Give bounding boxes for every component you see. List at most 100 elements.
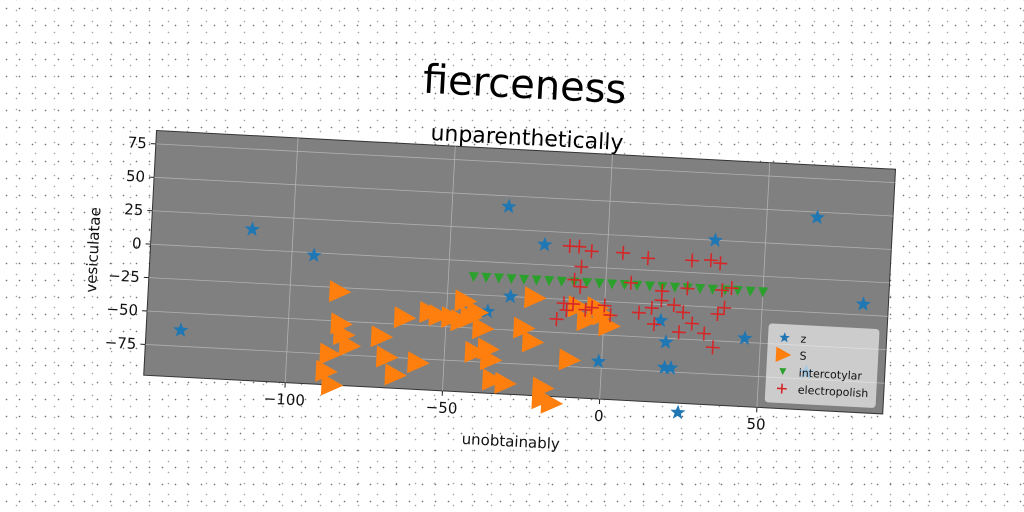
data-point-plus: [616, 245, 631, 260]
data-point-plus: [584, 244, 599, 259]
data-point-triangle-down: [758, 287, 769, 298]
x-tick-label: 0: [594, 407, 604, 425]
data-point-plus: [644, 300, 659, 316]
x-tick-label: 50: [746, 415, 766, 434]
data-point-triangle-right: [481, 368, 505, 391]
data-point-triangle-down: [644, 281, 655, 292]
grid-line-x: [599, 154, 613, 400]
data-point-triangle-right: [332, 323, 356, 346]
data-point-triangle-right: [464, 340, 487, 363]
data-point-triangle-right: [466, 300, 490, 323]
data-point-triangle-right: [521, 330, 545, 353]
data-point-triangle-down: [670, 282, 681, 293]
data-point-triangle-right: [319, 342, 342, 365]
data-point-star: [670, 404, 686, 420]
y-tick-label: −25: [108, 266, 141, 286]
data-point-triangle-right: [598, 314, 621, 337]
grid-line-x: [756, 162, 771, 408]
x-tick-label: −50: [425, 398, 458, 418]
data-point-triangle-right: [494, 371, 517, 394]
data-point-plus: [696, 326, 712, 341]
data-point-plus: [573, 279, 588, 294]
data-point-triangle-down: [544, 275, 555, 287]
data-point-triangle-right: [384, 363, 407, 386]
data-point-plus: [666, 298, 682, 313]
data-point-plus: [559, 303, 574, 318]
data-point-plus: [578, 302, 593, 317]
data-point-plus: [676, 305, 691, 320]
data-point-triangle-down: [695, 283, 706, 295]
plot-area: [143, 130, 897, 415]
data-point-triangle-down: [594, 278, 605, 289]
data-point-plus: [549, 312, 564, 327]
data-point-triangle-right: [375, 345, 399, 368]
data-point-triangle-down: [494, 273, 505, 284]
data-point-plus: [584, 300, 599, 315]
data-point-triangle-right: [558, 348, 582, 371]
data-point-plus: [572, 239, 587, 254]
data-point-plus: [566, 296, 581, 311]
y-tick-label: 50: [126, 167, 146, 186]
data-point-plus: [623, 275, 639, 290]
y-tick-label: 0: [132, 234, 142, 252]
legend-marker: [779, 332, 790, 343]
data-point-plus: [713, 256, 728, 271]
data-point-star: [590, 353, 607, 369]
grid-line-y: [145, 344, 885, 384]
data-point-triangle-right: [454, 289, 478, 312]
data-point-plus: [705, 340, 720, 355]
data-point-triangle-down: [481, 272, 492, 283]
y-tick-label: −50: [106, 300, 139, 320]
data-point-star: [707, 232, 723, 247]
data-point-star: [502, 288, 519, 304]
data-point-triangle-right: [428, 304, 452, 327]
data-point-plus: [717, 300, 732, 315]
y-tick-label: 75: [127, 133, 147, 152]
data-point-triangle-right: [479, 348, 503, 371]
data-point-plus: [715, 283, 730, 298]
grid-line-y: [152, 210, 892, 250]
data-point-triangle-right: [513, 316, 536, 339]
grid-line-y: [148, 277, 888, 317]
grid-line-y: [150, 243, 890, 284]
data-point-triangle-right: [393, 306, 417, 329]
data-point-triangle-right: [540, 391, 564, 414]
legend-marker: [779, 367, 787, 376]
data-point-plus: [671, 325, 686, 340]
data-point-plus: [654, 293, 669, 308]
legend-label: S: [799, 350, 807, 363]
data-point-plus: [597, 298, 612, 313]
data-point-triangle-right: [576, 309, 600, 332]
legend-label: intercotylar: [798, 366, 862, 382]
grid-lines: [145, 137, 895, 408]
chart-title: fierceness: [422, 57, 628, 114]
data-point-plus: [710, 307, 725, 322]
grid-line-y: [155, 143, 895, 184]
data-point-plus: [647, 317, 662, 332]
data-point-triangle-right: [338, 334, 362, 357]
data-point-triangle-down: [519, 274, 530, 285]
data-point-triangle-right: [328, 280, 352, 303]
data-point-plus: [684, 316, 699, 331]
data-point-triangle-right: [370, 325, 394, 348]
axis-ticks: −100 −50 0 50 75 50 25 0 −25 −50 −75: [104, 133, 766, 434]
legend-marker: [775, 346, 792, 362]
data-point-plus: [567, 272, 582, 287]
data-point-triangle-right: [320, 373, 344, 396]
data-point-triangle-right: [524, 286, 547, 309]
grid-line-x: [442, 146, 456, 391]
data-point-plus: [641, 251, 656, 266]
data-point-star: [656, 359, 673, 375]
legend-box: [764, 323, 880, 408]
data-point-plus: [631, 305, 646, 320]
data-point-triangle-down: [607, 279, 618, 290]
data-point-star: [173, 322, 189, 337]
grid-line-x: [284, 137, 299, 383]
data-point-plus: [685, 253, 700, 268]
data-point-plus: [603, 308, 618, 323]
data-point-triangle-right: [315, 359, 338, 382]
data-point-star: [653, 312, 669, 328]
data-point-triangle-down: [556, 276, 567, 287]
